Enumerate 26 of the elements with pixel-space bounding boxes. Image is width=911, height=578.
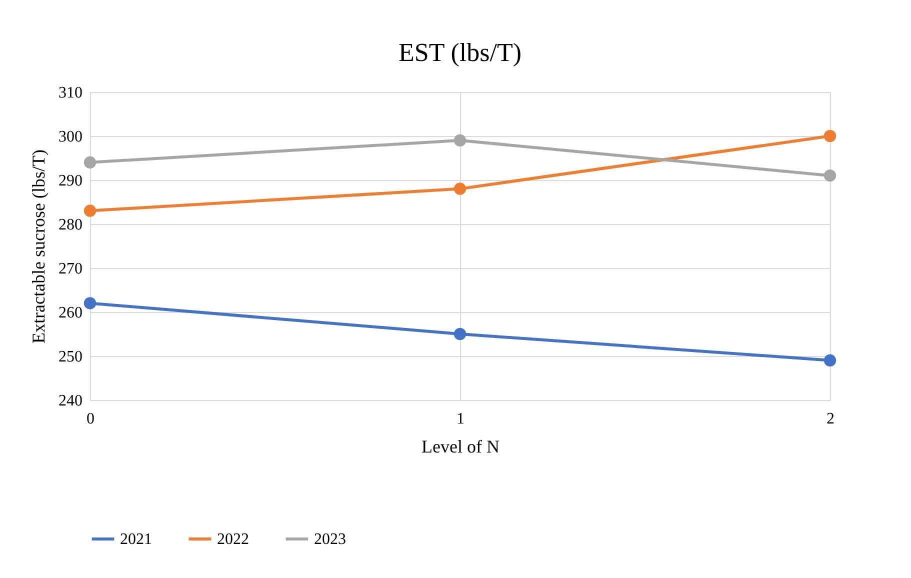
chart-title: EST (lbs/T)	[398, 38, 522, 67]
x-axis-title: Level of N	[422, 436, 500, 456]
y-tick-label: 290	[58, 172, 82, 190]
y-axis-title: Extractable sucrose (lbs/T)	[28, 150, 48, 344]
y-tick-label: 280	[58, 216, 82, 234]
y-tick-label: 260	[58, 304, 82, 322]
x-tick-label: 0	[86, 410, 94, 428]
point	[454, 182, 466, 195]
y-tick-label: 240	[58, 392, 82, 410]
y-tick-label: 310	[58, 84, 82, 102]
point	[84, 297, 96, 310]
x-tick-label: 1	[456, 410, 464, 428]
y-tick-label: 250	[58, 348, 82, 366]
point	[84, 156, 96, 169]
point	[84, 204, 96, 217]
legend-label: 2021	[120, 531, 152, 548]
point	[824, 169, 836, 182]
legend-label: 2023	[314, 531, 346, 548]
point	[454, 328, 466, 340]
y-tick-label: 300	[58, 128, 82, 146]
point	[824, 130, 836, 142]
x-tick-label: 2	[826, 410, 834, 428]
legend-label: 2022	[217, 531, 249, 548]
point	[454, 134, 466, 147]
y-tick-label: 270	[58, 260, 82, 278]
point	[824, 354, 836, 367]
